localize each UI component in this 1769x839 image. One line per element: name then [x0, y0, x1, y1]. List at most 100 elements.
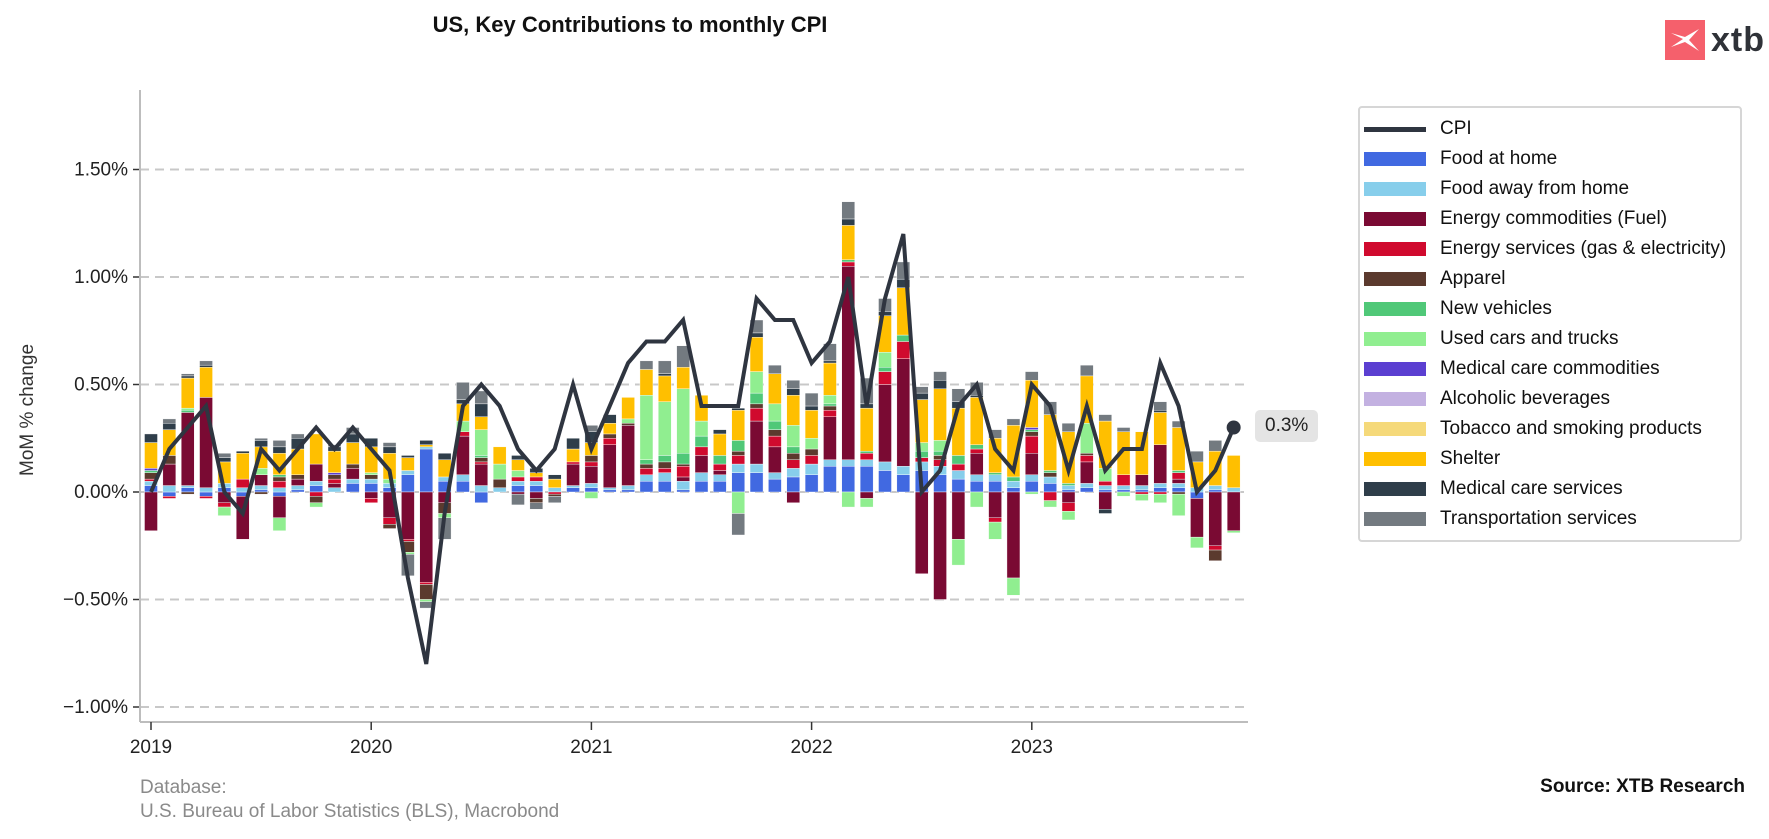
- bar-segment-food-at-home: [199, 491, 213, 497]
- legend-label: Alcoholic beverages: [1440, 388, 1611, 409]
- month-bar-stack: [291, 433, 305, 493]
- x-tick-label: 2019: [130, 737, 172, 758]
- bar-segment-food-away-from-home: [951, 470, 966, 480]
- legend-line-swatch: [1364, 126, 1426, 132]
- bar-segment-food-away-from-home: [1043, 476, 1057, 484]
- bar-segment-used-cars-and-trucks: [272, 517, 287, 531]
- chart-title: US, Key Contributions to monthly CPI: [432, 12, 828, 37]
- bar-segment-medical-care-services: [144, 433, 158, 443]
- bar-segment-food-away-from-home: [1061, 485, 1076, 491]
- bar-segment-food-away-from-home: [199, 487, 213, 493]
- bar-segment-medical-care-services: [272, 446, 287, 454]
- bar-segment-transportation-services: [456, 382, 470, 400]
- bar-segment-apparel: [529, 498, 544, 503]
- bar-segment-used-cars-and-trucks: [1135, 493, 1149, 501]
- legend-label: New vehicles: [1440, 298, 1552, 319]
- y-tick-label: 0.00%: [74, 482, 128, 503]
- legend-label: Food at home: [1440, 148, 1558, 169]
- bar-segment-transportation-services: [419, 601, 433, 609]
- bar-segment-transportation-services: [272, 440, 287, 448]
- bar-segment-food-at-home: [1006, 487, 1021, 493]
- y-tick-label: −1.00%: [63, 697, 128, 718]
- bar-segment-used-cars-and-trucks: [749, 371, 764, 394]
- bar-segment-shelter: [401, 457, 415, 471]
- bar-segment-used-cars-and-trucks: [768, 403, 782, 422]
- legend-label: Transportation services: [1440, 508, 1637, 529]
- bar-segment-energy-services-gas-electricity: [603, 438, 617, 445]
- bar-segment-shelter: [492, 446, 507, 465]
- bar-segment-energy-commodities-fuel: [529, 491, 544, 499]
- bar-segment-medical-care-services: [1153, 410, 1167, 413]
- bar-segment-food-at-home: [529, 485, 544, 493]
- x-tick-label: 2022: [790, 737, 832, 758]
- bar-segment-new-vehicles: [180, 410, 195, 413]
- bar-segment-energy-services-gas-electricity: [217, 502, 232, 508]
- bar-segment-food-at-home: [1153, 487, 1167, 493]
- bar-segment-food-at-home: [676, 489, 690, 493]
- bar-segment-shelter: [603, 423, 617, 435]
- bar-segment-food-away-from-home: [603, 487, 617, 491]
- month-bar-stack: [713, 429, 727, 493]
- bar-segment-apparel: [1171, 491, 1186, 495]
- legend-item: Used cars and trucks: [1360, 324, 1740, 354]
- bar-segment-energy-commodities-fuel: [694, 455, 709, 473]
- bar-segment-shelter: [933, 388, 947, 441]
- bar-segment-apparel: [1208, 549, 1223, 561]
- bar-segment-energy-commodities-fuel: [272, 496, 287, 518]
- month-bar-stack: [786, 380, 800, 503]
- bar-segment-medical-care-commodities: [327, 472, 342, 475]
- bar-segment-used-cars-and-trucks: [621, 418, 635, 424]
- bar-segment-shelter: [621, 397, 635, 420]
- bar-segment-transportation-services: [1025, 371, 1039, 381]
- bar-segment-new-vehicles: [694, 435, 709, 448]
- bar-segment-apparel: [1043, 472, 1057, 478]
- bar-segment-energy-commodities-fuel: [162, 463, 177, 486]
- bar-segment-energy-commodities-fuel: [621, 425, 635, 486]
- bar-segment-medical-care-commodities: [144, 468, 158, 471]
- legend-item: CPI: [1360, 114, 1740, 144]
- cpi-line-layer: [149, 233, 1241, 665]
- bar-segment-shelter: [1226, 455, 1241, 488]
- bar-segment-apparel: [749, 403, 764, 409]
- bar-segment-food-away-from-home: [566, 485, 580, 488]
- y-tick-label: 1.50%: [74, 160, 128, 181]
- bar-segment-energy-services-gas-electricity: [1153, 491, 1167, 495]
- legend-item: Shelter: [1360, 444, 1740, 474]
- legend-label: Energy services (gas & electricity): [1440, 238, 1727, 259]
- month-bar-stack: [272, 440, 287, 531]
- bar-segment-shelter: [1135, 431, 1149, 475]
- bar-segment-food-at-home: [658, 481, 672, 493]
- bar-segment-medical-care-services: [841, 218, 855, 226]
- bar-segment-food-away-from-home: [658, 472, 672, 482]
- legend-color-swatch: [1364, 512, 1426, 526]
- bar-segment-used-cars-and-trucks: [786, 425, 800, 448]
- bar-segment-used-cars-and-trucks: [658, 401, 672, 456]
- bar-segment-food-away-from-home: [786, 468, 800, 478]
- bar-segment-food-away-from-home: [364, 478, 378, 484]
- month-bar-stack: [676, 345, 690, 493]
- bar-segment-transportation-services: [804, 392, 819, 407]
- bar-segment-energy-commodities-fuel: [419, 491, 433, 583]
- bar-segment-food-at-home: [804, 474, 819, 493]
- bar-segment-food-at-home: [713, 481, 727, 493]
- bar-segment-energy-services-gas-electricity: [749, 407, 764, 422]
- bar-segment-used-cars-and-trucks: [841, 491, 855, 508]
- month-bar-stack: [768, 364, 782, 493]
- bar-segment-food-away-from-home: [823, 459, 837, 467]
- bar-segment-medical-care-services: [236, 450, 250, 454]
- x-tick-label: 2020: [350, 737, 392, 758]
- bar-segment-energy-commodities-fuel: [1208, 491, 1223, 546]
- bar-segment-new-vehicles: [951, 455, 966, 465]
- x-tick-label: 2021: [570, 737, 612, 758]
- bar-segment-food-away-from-home: [548, 487, 562, 493]
- bar-segment-apparel: [786, 453, 800, 460]
- legend-color-swatch: [1364, 302, 1426, 316]
- legend-color-swatch: [1364, 332, 1426, 346]
- legend-color-swatch: [1364, 182, 1426, 196]
- bar-segment-used-cars-and-trucks: [1190, 536, 1204, 549]
- bar-segment-food-at-home: [694, 481, 709, 493]
- bar-segment-energy-services-gas-electricity: [548, 491, 562, 495]
- bar-segment-energy-commodities-fuel: [1190, 498, 1204, 538]
- bar-segment-food-away-from-home: [804, 463, 819, 475]
